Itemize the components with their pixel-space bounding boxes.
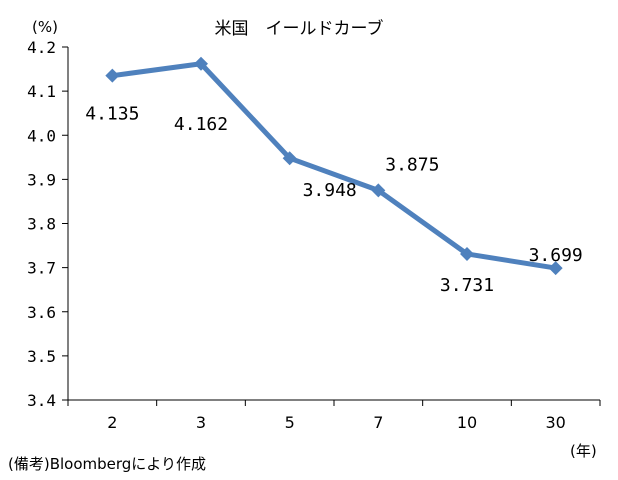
- y-ticks: 3.4 3.5 3.6 3.7 3.8 3.9 4.0 4.1 4.2: [27, 38, 68, 410]
- x-tick-label: 5: [285, 413, 295, 432]
- data-label: 3.875: [385, 154, 439, 175]
- data-label: 4.135: [85, 104, 139, 125]
- y-tick-label: 3.8: [27, 215, 56, 234]
- data-label: 3.731: [440, 275, 494, 296]
- x-tick-label: 10: [457, 413, 477, 432]
- y-tick-label: 3.6: [27, 303, 56, 322]
- y-tick-label: 3.5: [27, 347, 56, 366]
- data-label: 3.699: [529, 245, 583, 266]
- x-tick-label: 30: [545, 413, 565, 432]
- chart-title: 米国 イールドカーブ: [215, 18, 384, 39]
- x-unit-label: (年): [570, 442, 597, 460]
- y-tick-label: 3.7: [27, 259, 56, 278]
- y-tick-label: 3.4: [27, 391, 56, 410]
- series-line: [111, 61, 557, 271]
- y-tick-label: 4.1: [27, 82, 56, 101]
- x-tick-label: 2: [107, 413, 117, 432]
- y-unit-label: (%): [32, 18, 58, 36]
- data-label: 3.948: [303, 180, 357, 201]
- source-note: (備考)Bloombergにより作成: [8, 455, 206, 473]
- data-label: 4.162: [174, 114, 228, 135]
- x-ticks: 2 3 5 7 10 30: [67, 400, 601, 432]
- y-tick-label: 3.9: [27, 170, 56, 189]
- x-tick-label: 3: [196, 413, 206, 432]
- data-point-marker: [460, 246, 474, 261]
- data-point-marker: [282, 151, 297, 166]
- data-point-marker: [548, 261, 563, 276]
- data-point-marker: [105, 68, 120, 83]
- data-point-marker: [194, 56, 208, 71]
- data-point-marker: [371, 183, 386, 198]
- series-line-group: [105, 56, 563, 276]
- x-tick-label: 7: [373, 413, 383, 432]
- data-labels: 4.135 4.162 3.948 3.875 3.731 3.699: [85, 104, 583, 296]
- y-tick-label: 4.2: [27, 38, 56, 57]
- y-tick-label: 4.0: [27, 126, 56, 145]
